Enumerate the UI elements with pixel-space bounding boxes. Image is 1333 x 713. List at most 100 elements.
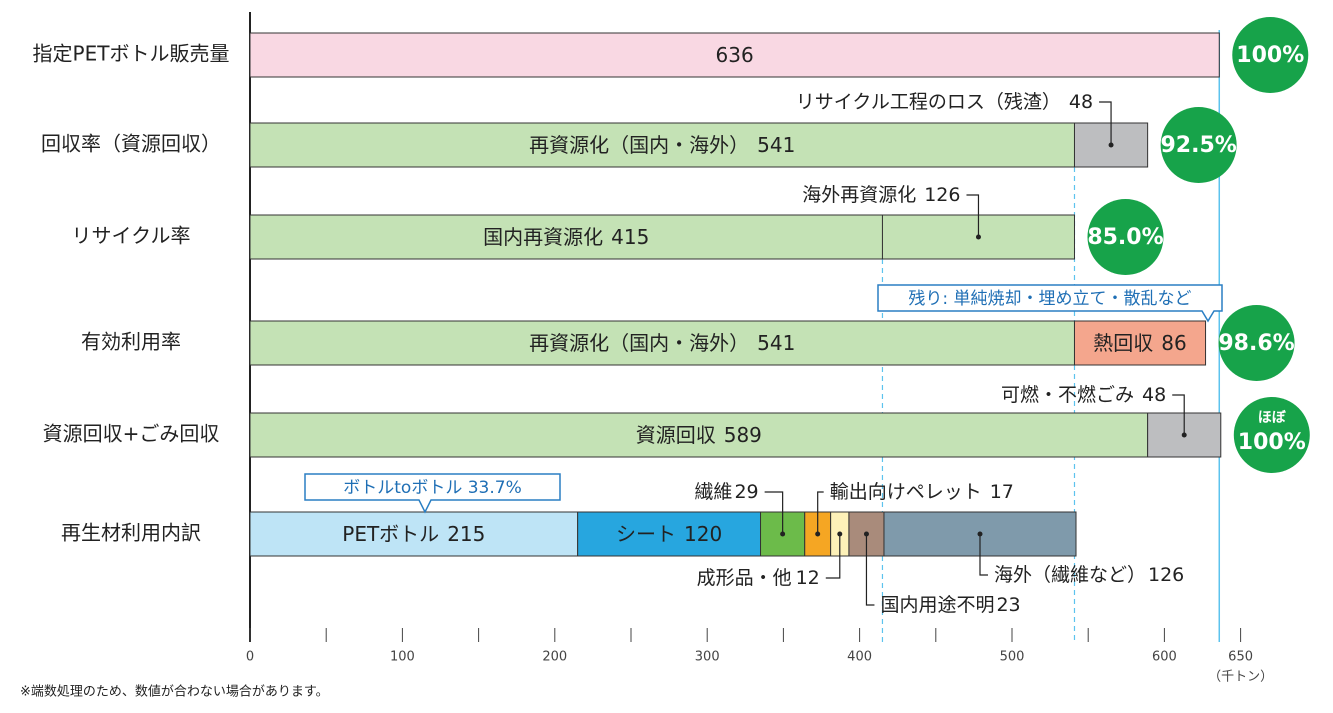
- segment-value: 636: [716, 43, 754, 67]
- callout-box: [877, 284, 1223, 323]
- badge: [1160, 107, 1237, 183]
- x-tick-label: 650: [1228, 650, 1253, 665]
- segment-name: 再資源化（国内・海外）: [529, 331, 749, 355]
- leader-line: [1172, 394, 1185, 435]
- x-tick-label: 600: [1152, 650, 1177, 665]
- segment-value: 541: [757, 331, 795, 355]
- segment-label: 熱回収 86: [1093, 331, 1186, 355]
- segment-name: 成形品・他: [697, 567, 792, 589]
- segment-value: 589: [724, 423, 762, 447]
- bar-segment: [249, 320, 1075, 366]
- segment-label: シート 120: [616, 522, 722, 546]
- badge-note: ほぼ: [1258, 410, 1287, 426]
- leader-dot: [975, 234, 981, 240]
- callout-text: ボトルtoボトル 33.7%: [343, 478, 521, 498]
- badge: [1233, 397, 1310, 473]
- badge: [1232, 17, 1309, 93]
- segment-label: 国内用途不明 23: [880, 594, 1020, 616]
- x-tick-label: 500: [1000, 650, 1025, 665]
- segment-name: 熱回収: [1093, 331, 1153, 355]
- segment-value: 86: [1161, 331, 1186, 355]
- callout-box: [304, 473, 561, 514]
- badge-text: 100%: [1236, 43, 1304, 68]
- bar-segment: [249, 122, 1075, 168]
- leader-dot: [863, 531, 869, 537]
- segment-label: 再資源化（国内・海外） 541: [529, 331, 795, 355]
- bar-segment: [249, 32, 1220, 78]
- leader-dot: [837, 531, 843, 537]
- row-label: 有効利用率: [81, 330, 181, 354]
- x-tick-label: 300: [695, 650, 720, 665]
- bar-segment: [249, 214, 883, 260]
- x-tick-label: 400: [847, 650, 872, 665]
- segment-label: 輸出向けペレット 17: [830, 481, 1014, 503]
- axis-unit: （千トン）: [1208, 670, 1273, 685]
- leader-line: [979, 534, 988, 576]
- bar-segment: [249, 511, 579, 557]
- badge: [1218, 305, 1295, 381]
- footnote: ※端数処理のため、数値が合わない場合があります。: [20, 684, 329, 700]
- badge-text: 98.6%: [1218, 331, 1294, 356]
- segment-name: 国内用途不明: [880, 594, 994, 616]
- segment-label: 海外再資源化 126: [802, 184, 960, 206]
- badge: [1087, 199, 1164, 275]
- badge-text: 100%: [1238, 430, 1306, 455]
- row-label: 資源回収+ごみ回収: [43, 422, 220, 446]
- leader-dot: [780, 531, 786, 537]
- segment-name: 海外（繊維など）: [994, 564, 1146, 586]
- leader-line: [966, 194, 980, 237]
- x-tick-label: 100: [390, 650, 415, 665]
- row-label: リサイクル率: [72, 224, 191, 248]
- segment-value: 126: [1148, 564, 1184, 586]
- x-tick-label: 200: [542, 650, 567, 665]
- segment-label: 海外（繊維など） 126: [994, 564, 1184, 586]
- leader-line: [825, 534, 841, 579]
- x-tick-label: 0: [246, 650, 254, 665]
- segment-name: 繊維: [694, 481, 732, 503]
- badge-text: 85.0%: [1087, 225, 1163, 250]
- segment-value: 48: [1069, 91, 1093, 113]
- segment-name: 再資源化（国内・海外）: [529, 133, 749, 157]
- segment-label: 可燃・不燃ごみ 48: [1001, 384, 1166, 406]
- segment-label: 繊維 29: [694, 481, 758, 503]
- bar-segment: [249, 412, 1149, 458]
- segment-label: 再資源化（国内・海外） 541: [529, 133, 795, 157]
- segment-label: 国内再資源化 415: [483, 225, 649, 249]
- row-label: 指定PETボトル販売量: [33, 42, 230, 66]
- segment-value: 17: [990, 481, 1014, 503]
- bar-segment: [1073, 320, 1207, 366]
- leader-dot: [815, 531, 821, 537]
- segment-name: リサイクル工程のロス（残渣）: [796, 91, 1061, 113]
- segment-label: リサイクル工程のロス（残渣） 48: [796, 91, 1093, 113]
- leader-line: [1099, 101, 1112, 145]
- segment-value: 12: [796, 567, 820, 589]
- segment-value: 23: [996, 594, 1020, 616]
- segment-value: 541: [757, 133, 795, 157]
- segment-name: 輸出向けペレット: [830, 481, 982, 503]
- segment-value: 120: [684, 522, 722, 546]
- segment-name: 資源回収: [636, 423, 716, 447]
- segment-name: 国内再資源化: [483, 225, 603, 249]
- leader-dot: [977, 531, 983, 537]
- leader-line: [817, 491, 824, 534]
- callout-text: 残り: 単純焼却・埋め立て・散乱など: [908, 289, 1191, 309]
- segment-name: PETボトル: [342, 522, 439, 546]
- segment-value: 126: [924, 184, 960, 206]
- row-label: 再生材利用内訳: [61, 521, 201, 545]
- segment-label: 成形品・他 12: [697, 567, 820, 589]
- leader-line: [865, 534, 875, 606]
- segment-name: 可燃・不燃ごみ: [1001, 384, 1134, 406]
- row-label: 回収率（資源回収）: [41, 132, 221, 156]
- leader-dot: [1108, 142, 1114, 148]
- segment-label: 636: [716, 43, 754, 67]
- segment-value: 29: [734, 481, 758, 503]
- leader-line: [764, 491, 784, 534]
- segment-value: 48: [1142, 384, 1166, 406]
- segment-value: 415: [611, 225, 649, 249]
- segment-name: シート: [616, 522, 676, 546]
- segment-value: 215: [447, 522, 485, 546]
- badge-text: 92.5%: [1160, 133, 1236, 158]
- leader-dot: [1181, 432, 1187, 438]
- segment-label: 資源回収 589: [636, 423, 762, 447]
